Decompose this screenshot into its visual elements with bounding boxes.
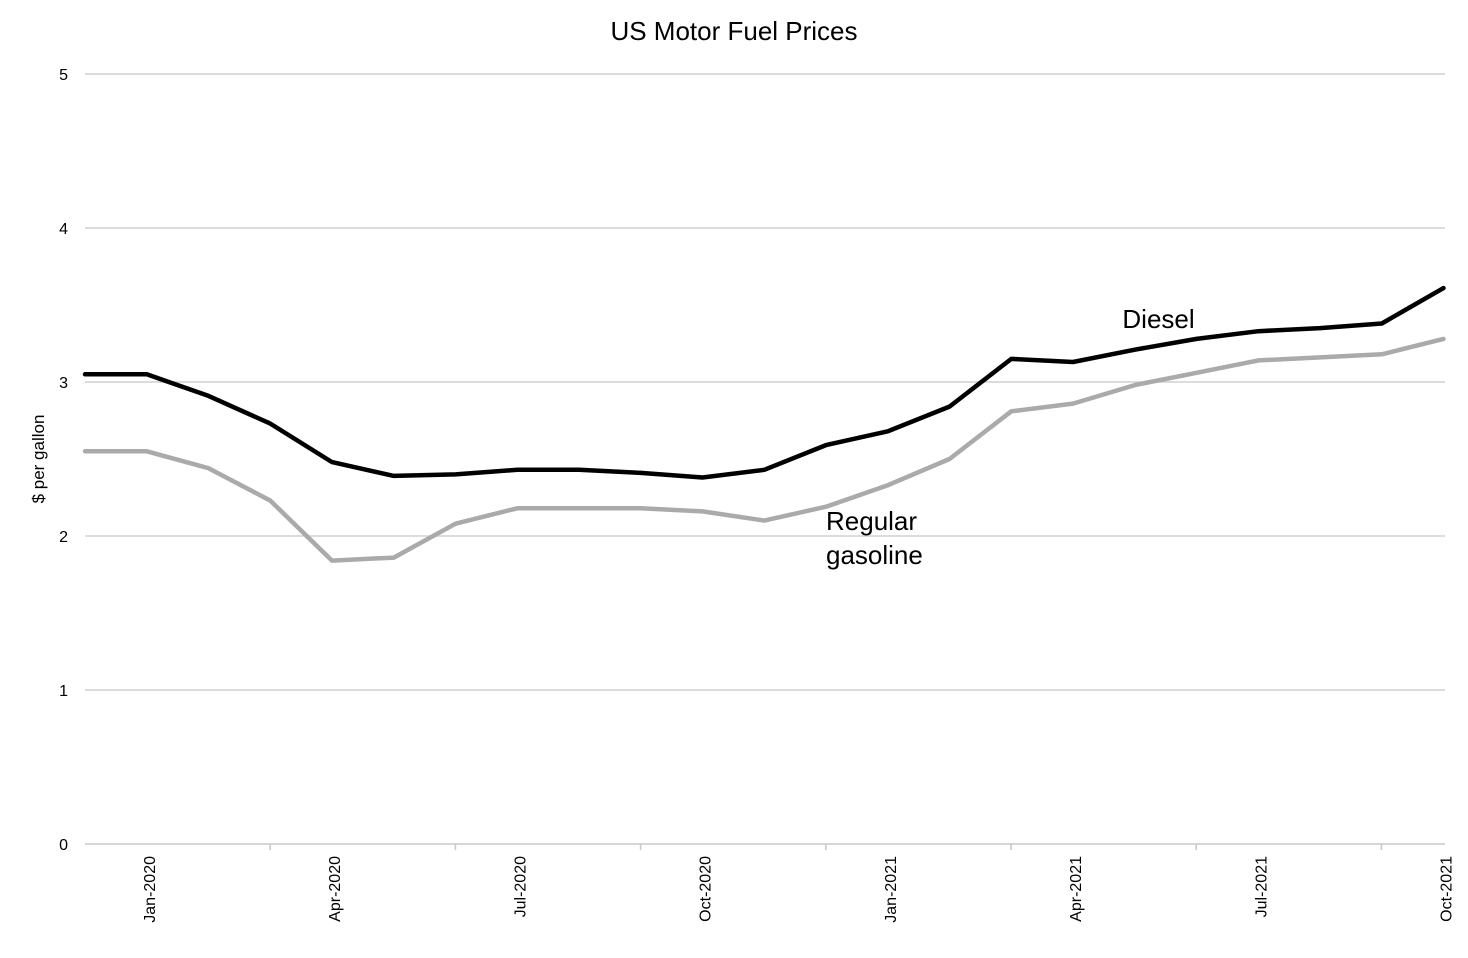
y-tick-label: 1: [59, 683, 68, 700]
series-label-line: Regular: [826, 506, 917, 536]
x-tick-label: Jan-2020: [142, 856, 159, 923]
chart-title: US Motor Fuel Prices: [610, 16, 858, 46]
y-tick-label: 0: [59, 837, 68, 854]
series-label-diesel: Diesel: [1122, 304, 1194, 334]
series-label-line: gasoline: [826, 540, 923, 570]
series-line-diesel: [82, 285, 1446, 480]
y-tick-label: 4: [59, 221, 68, 238]
y-axis-label: $ per gallon: [29, 415, 48, 504]
x-tick-label: Jul-2020: [512, 856, 529, 917]
gridlines: [85, 73, 1445, 691]
y-tick-label: 2: [59, 529, 68, 546]
x-tick-label: Apr-2021: [1068, 856, 1085, 922]
series-lines: [82, 285, 1446, 563]
y-tick-label: 5: [59, 67, 68, 84]
series-line-regular-gasoline: [82, 336, 1446, 563]
x-tick-label: Jan-2021: [883, 856, 900, 923]
y-tick-labels: 0 1 2 3 4 5: [59, 67, 68, 854]
series-label-regular-gasoline: Regular gasoline: [826, 506, 924, 570]
x-tick-label: Oct-2020: [698, 856, 715, 922]
x-tick-label: Oct-2021: [1439, 856, 1456, 922]
x-tick-label: Apr-2020: [327, 856, 344, 922]
x-tick-labels: Jan-2020 Apr-2020 Jul-2020 Oct-2020 Jan-2021…: [142, 844, 1456, 923]
series-labels: Diesel Regular gasoline: [826, 304, 1195, 570]
y-tick-label: 3: [59, 375, 68, 392]
x-tick-label: Jul-2021: [1253, 856, 1270, 917]
